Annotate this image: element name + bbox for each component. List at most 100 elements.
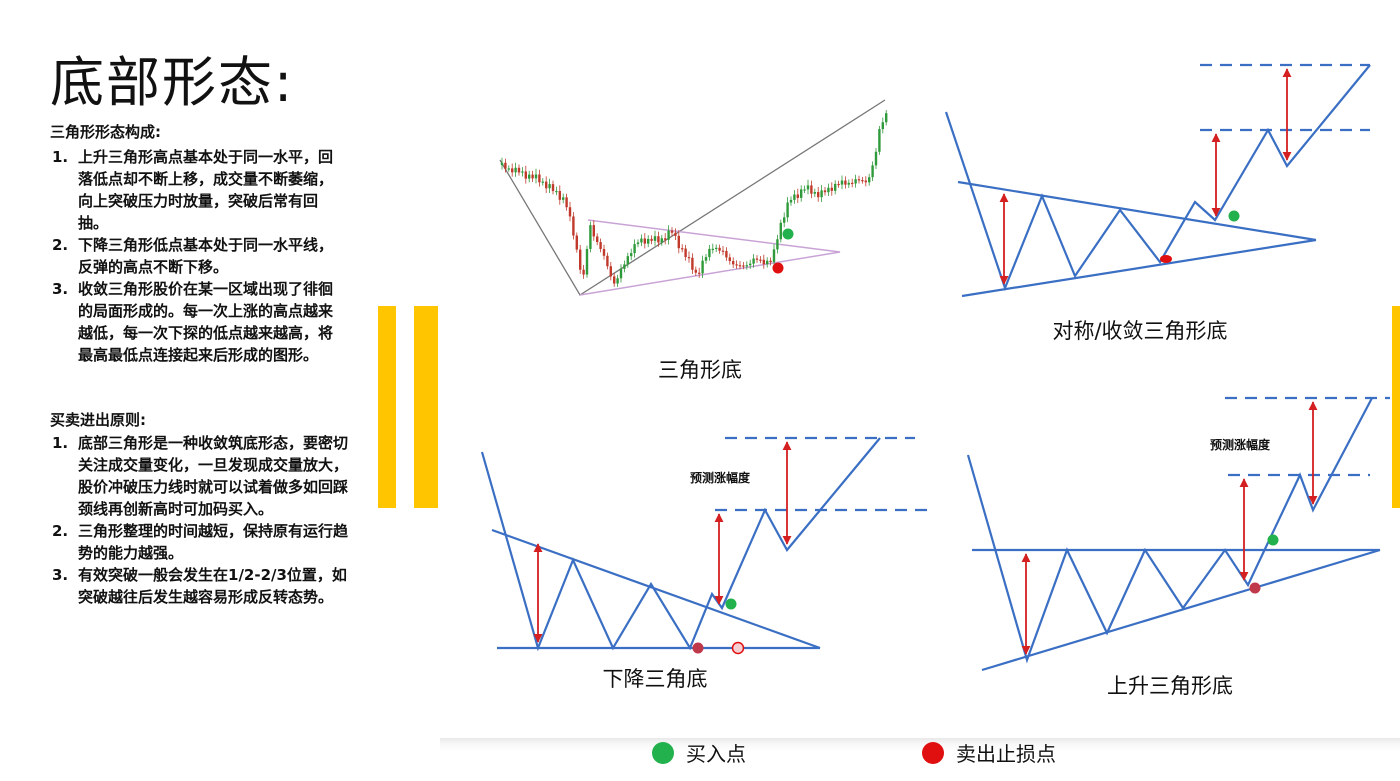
list-item: 1. 上升三角形高点基本处于同一水平，回落低点却不断上移，成交量不断萎缩，向上突破… — [52, 148, 334, 232]
candle-body — [500, 162, 504, 165]
candle-body — [534, 174, 538, 179]
candle-body — [813, 192, 816, 194]
candle-body — [864, 180, 867, 183]
candlesticks — [500, 110, 888, 287]
candle-body — [783, 217, 786, 223]
candle-body — [660, 238, 663, 243]
caption-ascending-triangle: 上升三角形底 — [1107, 674, 1233, 698]
candle-body — [766, 260, 769, 265]
candle-body — [827, 187, 830, 193]
candle-body — [511, 168, 514, 173]
measure-arrows — [999, 68, 1292, 285]
candle-body — [589, 225, 592, 249]
candle-body — [694, 269, 697, 273]
candle-body — [803, 189, 806, 191]
candle-body — [851, 182, 854, 185]
legend-buy: 买入点 — [652, 738, 746, 767]
legend-bar — [440, 738, 1400, 781]
candle-body — [653, 236, 657, 241]
candle-body — [752, 258, 755, 264]
candle-body — [810, 185, 813, 194]
composition-list: 1. 上升三角形高点基本处于同一水平，回落低点却不断上移，成交量不断萎缩，向上突破… — [50, 146, 345, 366]
green-dot-icon — [652, 741, 674, 764]
candle-body — [538, 174, 541, 183]
candle-body — [738, 265, 742, 267]
candle-body — [769, 260, 772, 263]
candle-body — [613, 276, 616, 284]
candle-body — [772, 249, 776, 263]
caption-descending-triangle: 下降三角底 — [602, 667, 708, 691]
section-heading-composition: 三角形形态构成: — [50, 123, 161, 141]
candle-body — [745, 265, 748, 267]
lower-trendline — [961, 238, 1317, 298]
ascending-triangle-diagram — [966, 396, 1390, 672]
legend-stop: 卖出止损点 — [922, 738, 1056, 767]
red-dot-icon — [922, 741, 944, 764]
triangle-overlay — [579, 219, 841, 296]
candle-body — [517, 167, 521, 173]
candle-body — [854, 179, 857, 184]
candle-body — [626, 256, 629, 265]
candle-body — [558, 191, 561, 200]
candle-body — [592, 225, 595, 237]
candle-body — [528, 174, 531, 179]
candle-body — [728, 257, 731, 262]
upper-trendline — [957, 180, 1317, 242]
candle-body — [504, 162, 507, 169]
descending-triangle-diagram — [480, 436, 930, 652]
candle-body — [633, 244, 636, 254]
candle-body — [834, 183, 837, 191]
candle-body — [531, 174, 534, 179]
candle-body — [670, 230, 674, 233]
candle-body — [725, 250, 728, 258]
candle-body — [602, 248, 606, 256]
candle-body — [793, 194, 796, 200]
buy-point-dot — [725, 598, 737, 610]
candle-body — [667, 230, 670, 240]
page-title: 底部形态: — [50, 51, 295, 114]
stop-point-dot — [731, 641, 745, 655]
measure-note: 预测涨幅度 — [1210, 438, 1271, 452]
candle-body — [541, 181, 544, 183]
list-item: 1. 底部三角形是一种收敛筑底形态，要密切关注成交量变化，一旦发现成交量放大，股价… — [52, 434, 349, 518]
candle-body — [555, 191, 558, 193]
measure-arrows — [533, 441, 792, 643]
candle-body — [742, 265, 745, 267]
measure-note: 预测涨幅度 — [690, 471, 751, 485]
list-item: 3. 有效突破一般会发生在1/2-2/3位置，如突破越往后发生越容易形成反转态势。 — [52, 566, 347, 606]
candle-body — [776, 239, 779, 250]
candle-body — [796, 194, 799, 198]
candle-body — [786, 202, 789, 218]
candle-body — [701, 260, 704, 274]
candle-body — [868, 177, 871, 183]
candle-body — [619, 268, 623, 279]
candle-body — [514, 167, 517, 173]
candlestick-triangle-chart — [499, 99, 888, 296]
candle-body — [677, 235, 680, 249]
stop-point-dot — [1249, 582, 1261, 594]
measure-arrows — [1021, 401, 1318, 655]
candle-body — [575, 235, 578, 250]
stop-point-dot — [692, 642, 704, 654]
symmetric-triangle-diagram — [944, 63, 1371, 298]
candle-body — [687, 257, 691, 259]
candle-body — [616, 278, 619, 284]
candle-body — [861, 180, 864, 182]
candle-body — [715, 247, 718, 249]
candle-body — [548, 184, 551, 189]
candle-body — [708, 248, 711, 258]
candle-body — [837, 183, 840, 186]
candle-body — [820, 190, 823, 198]
candle-body — [684, 248, 687, 258]
candle-body — [681, 248, 684, 250]
candle-body — [721, 250, 725, 252]
candle-body — [643, 238, 646, 244]
candle-body — [606, 255, 609, 267]
candle-body — [545, 181, 548, 189]
candle-body — [806, 185, 810, 190]
list-item: 3. 收敛三角形股价在某一区域出现了徘徊的局面形成的。每一次上涨的高点越来越低，每… — [52, 280, 334, 364]
candle-body — [582, 269, 585, 275]
candle-body — [718, 247, 721, 251]
candle-body — [762, 259, 765, 265]
candle-body — [878, 129, 881, 152]
